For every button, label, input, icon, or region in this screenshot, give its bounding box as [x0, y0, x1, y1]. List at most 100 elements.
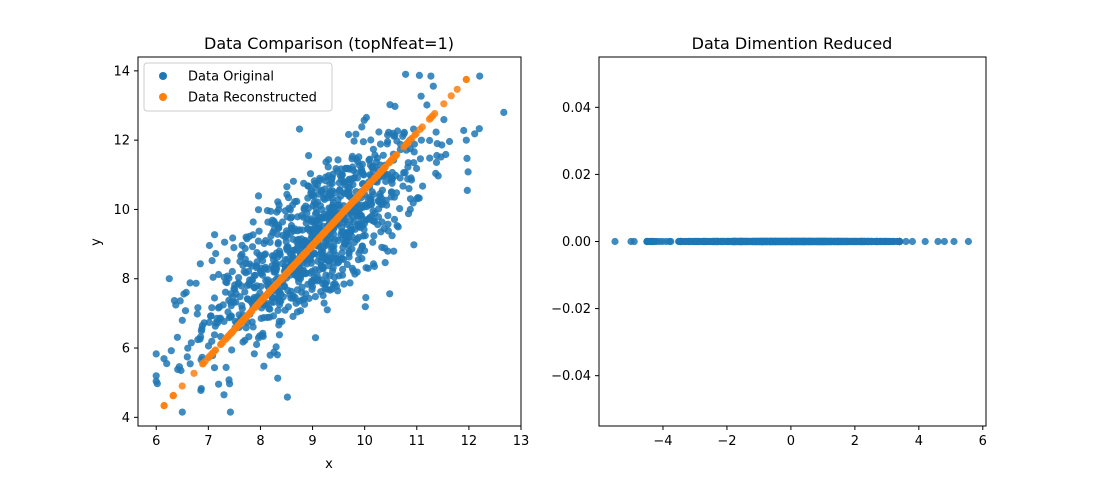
reconstructed-point	[453, 85, 461, 93]
reduced-point	[792, 237, 800, 246]
original-point	[268, 216, 277, 224]
x-tick-label: 6	[979, 434, 987, 449]
reconstructed-point	[440, 100, 448, 108]
reduced-point	[647, 237, 655, 246]
reconstructed-point	[190, 369, 198, 377]
reconstructed-point	[283, 269, 291, 277]
original-point	[287, 287, 295, 295]
original-point	[304, 194, 312, 202]
legend-label-reconstructed: Data Reconstructed	[188, 91, 317, 106]
reduced-point	[655, 237, 664, 246]
reconstructed-point	[447, 92, 455, 100]
original-point	[254, 192, 263, 200]
original-point	[275, 223, 283, 231]
original-point	[210, 294, 219, 302]
original-point	[152, 350, 160, 358]
original-point	[255, 227, 263, 235]
original-point	[266, 305, 274, 313]
original-point	[325, 272, 333, 280]
original-point	[281, 233, 289, 241]
original-point	[327, 210, 335, 218]
original-point	[380, 225, 388, 233]
left-chart-title: Data Comparison (topNfeat=1)	[204, 34, 454, 53]
x-tick-label: 0	[787, 434, 795, 449]
original-point	[410, 241, 418, 249]
original-point	[223, 257, 231, 265]
original-point	[211, 231, 219, 239]
reconstructed-point	[431, 110, 439, 118]
original-point	[354, 158, 362, 166]
original-point	[471, 130, 479, 138]
original-point	[294, 274, 302, 282]
y-tick-label: 0.04	[562, 101, 591, 116]
subplot-right: Data Dimention Reduced −4 −2 0 2 4 6 −0.04−0.…	[551, 34, 987, 449]
original-point	[385, 128, 393, 136]
reduced-point	[707, 237, 715, 246]
original-point	[187, 339, 195, 347]
x-tick-label: 13	[513, 434, 530, 449]
reduced-point	[902, 237, 910, 246]
original-point	[309, 190, 317, 198]
original-point	[287, 250, 295, 258]
reconstructed-point	[160, 402, 168, 410]
original-point	[323, 306, 331, 314]
legend-label-original: Data Original	[188, 70, 274, 85]
reconstructed-point	[361, 185, 369, 193]
original-point	[234, 280, 242, 288]
original-point	[381, 244, 389, 252]
original-point	[312, 224, 320, 233]
right-chart-title: Data Dimention Reduced	[692, 34, 893, 53]
original-point	[221, 238, 229, 246]
left-data-points	[152, 70, 508, 416]
original-point	[305, 152, 313, 160]
original-point	[246, 276, 254, 284]
original-point	[205, 318, 213, 326]
original-point	[178, 408, 186, 416]
reduced-point	[677, 237, 685, 246]
y-tick-label: −0.02	[551, 302, 591, 317]
reduced-point	[816, 237, 824, 246]
original-point	[361, 247, 369, 255]
original-point	[377, 194, 385, 202]
reduced-point	[611, 237, 619, 246]
reconstructed-point	[199, 359, 207, 368]
reduced-point	[682, 237, 690, 246]
original-point	[215, 380, 223, 388]
original-point	[314, 257, 322, 265]
original-point	[298, 296, 306, 304]
original-point	[396, 205, 404, 213]
original-point	[254, 237, 262, 245]
original-point	[281, 256, 289, 264]
original-point	[243, 235, 251, 243]
reconstructed-point	[408, 134, 416, 142]
original-point	[337, 176, 345, 184]
reconstructed-point	[321, 228, 329, 236]
original-point	[229, 293, 237, 301]
original-point	[348, 233, 356, 241]
original-point	[437, 153, 445, 161]
reduced-point	[766, 237, 774, 246]
original-point	[306, 269, 314, 277]
original-point	[346, 178, 354, 186]
reduced-point	[896, 237, 904, 246]
legend-box	[143, 62, 333, 112]
y-tick-label: 0.02	[562, 168, 591, 183]
original-point	[274, 240, 282, 248]
original-point	[402, 70, 410, 78]
y-tick-label: 6	[122, 342, 130, 357]
original-point	[283, 213, 291, 221]
original-point	[410, 159, 418, 167]
original-point	[289, 177, 297, 185]
original-point	[323, 278, 331, 286]
original-point	[225, 376, 233, 384]
original-point	[235, 274, 243, 282]
original-point	[350, 218, 358, 226]
original-point	[362, 113, 370, 122]
y-tick-label: 0.00	[562, 235, 591, 250]
original-point	[426, 154, 434, 162]
original-point	[165, 275, 173, 283]
reconstructed-point	[245, 310, 253, 318]
original-point	[251, 284, 259, 292]
original-point	[330, 247, 338, 255]
